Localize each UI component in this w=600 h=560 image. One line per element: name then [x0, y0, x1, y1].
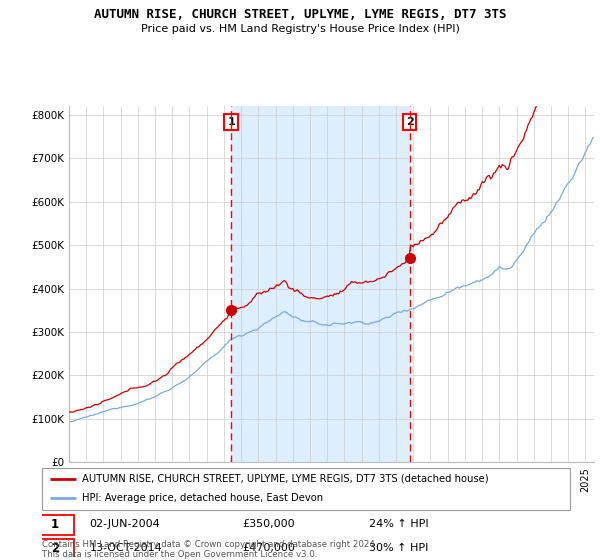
Text: 1: 1 [51, 517, 59, 531]
Bar [231, 106, 410, 462]
Text: AUTUMN RISE, CHURCH STREET, UPLYME, LYME REGIS, DT7 3TS (detached house): AUTUMN RISE, CHURCH STREET, UPLYME, LYME… [82, 474, 488, 483]
Text: £470,000: £470,000 [242, 543, 296, 553]
Text: 02-JUN-2004: 02-JUN-2004 [89, 519, 160, 529]
FancyBboxPatch shape [37, 515, 74, 535]
Text: Contains HM Land Registry data © Crown copyright and database right 2024.
This d: Contains HM Land Registry data © Crown c… [42, 540, 377, 559]
Text: £350,000: £350,000 [242, 519, 295, 529]
Text: 24% ↑ HPI: 24% ↑ HPI [370, 519, 429, 529]
Text: 2: 2 [51, 542, 59, 554]
FancyBboxPatch shape [42, 468, 570, 510]
Text: 30% ↑ HPI: 30% ↑ HPI [370, 543, 429, 553]
Text: AUTUMN RISE, CHURCH STREET, UPLYME, LYME REGIS, DT7 3TS: AUTUMN RISE, CHURCH STREET, UPLYME, LYME… [94, 8, 506, 21]
Text: HPI: Average price, detached house, East Devon: HPI: Average price, detached house, East… [82, 493, 323, 503]
Text: Price paid vs. HM Land Registry's House Price Index (HPI): Price paid vs. HM Land Registry's House … [140, 24, 460, 34]
Text: 2: 2 [406, 117, 413, 127]
Text: 13-OCT-2014: 13-OCT-2014 [89, 543, 162, 553]
FancyBboxPatch shape [37, 539, 74, 558]
Text: 1: 1 [227, 117, 235, 127]
